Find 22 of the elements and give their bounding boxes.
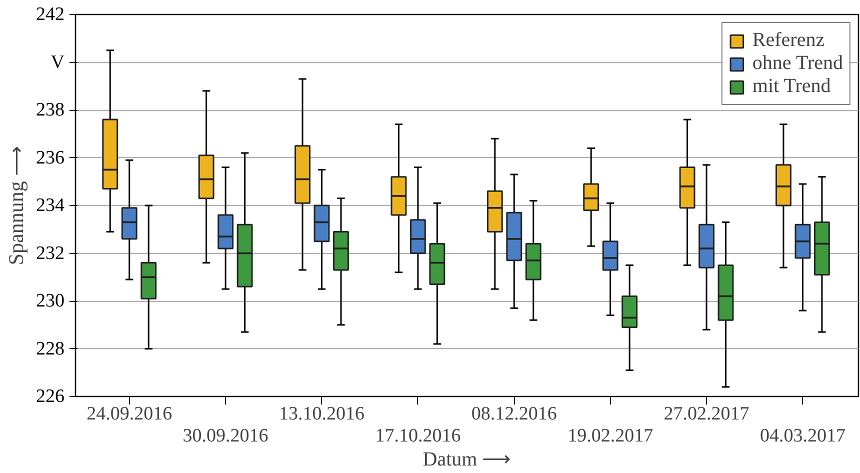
x-tick-label: 04.03.2017 <box>760 426 846 446</box>
y-axis-title: Spannung ⟶ <box>4 146 28 266</box>
y-tick-label: 238 <box>36 100 64 120</box>
x-tick-label: 17.10.2016 <box>375 426 461 446</box>
x-tick-label: 30.09.2016 <box>182 426 268 446</box>
x-tick-label: 27.02.2017 <box>664 404 750 424</box>
y-tick-label: 228 <box>36 338 64 360</box>
y-tick-label: 230 <box>36 290 64 312</box>
x-tick-label: 24.09.2016 <box>86 404 172 424</box>
legend-label: mit Trend <box>752 75 831 98</box>
y-tick-label: 236 <box>36 147 64 168</box>
legend-label: Referenz <box>752 29 825 52</box>
y-tick-label: 232 <box>36 242 64 264</box>
x-axis-title: Datum ⟶ <box>422 448 512 470</box>
y-tick-label: 234 <box>36 195 65 216</box>
x-tick-label: 19.02.2017 <box>568 426 654 446</box>
legend-label: ohne Trend <box>752 52 843 75</box>
x-tick-label: 08.12.2016 <box>471 404 557 424</box>
y-tick-label: 242 <box>36 4 64 25</box>
y-tick-label: V <box>50 52 65 73</box>
y-tick-label: 226 <box>36 386 64 407</box>
x-tick-label: 13.10.2016 <box>279 404 364 424</box>
